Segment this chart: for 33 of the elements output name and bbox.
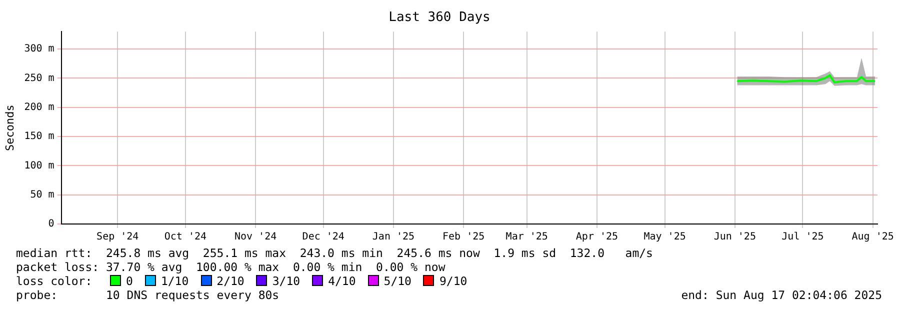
text: probe: 10 DNS requests every 80s xyxy=(16,288,280,302)
x-tick-label: Jan '25 xyxy=(372,232,415,243)
y-tick-label: 300 m xyxy=(24,44,54,55)
text: median rtt: 245.8 ms avg 255.1 ms max 243.0 ms min 245.6 ms now 1.9 ms sd 132.0 am/s xyxy=(16,246,654,260)
x-tick-label: Jun '25 xyxy=(714,232,756,243)
x-tick-label: Jul '25 xyxy=(782,232,824,243)
x-tick-label: Nov '24 xyxy=(234,232,277,243)
legend-label: 1/10 xyxy=(160,274,189,288)
y-axis-title: Seconds xyxy=(3,104,16,151)
x-tick-label: Feb '25 xyxy=(442,232,485,243)
y-tick-label: 100 m xyxy=(24,160,54,172)
x-tick-label: May '25 xyxy=(644,232,686,243)
x-tick-label: Sep '24 xyxy=(96,232,139,243)
legend-label: 4/10 xyxy=(328,274,356,288)
chart-title: Last 360 Days xyxy=(388,10,490,26)
x-tick-label: Mar '25 xyxy=(506,232,548,243)
y-tick-label: 150 m xyxy=(24,131,54,142)
x-tick-label: Oct '24 xyxy=(164,232,207,243)
y-tick-label: 200 m xyxy=(24,102,54,113)
y-tick-label: 50 m xyxy=(30,189,54,200)
legend-label: 5/10 xyxy=(384,274,412,288)
text: packet loss: 37.70 % avg 100.00 % max 0.00 % min 0.00 % now xyxy=(16,260,446,274)
x-tick-label: Aug '25 xyxy=(852,232,894,243)
y-tick-label: 0 xyxy=(48,218,54,230)
legend-label: 2/10 xyxy=(216,274,244,288)
text: end: Sun Aug 17 02:04:06 2025 xyxy=(681,288,882,302)
y-tick-label: 250 m xyxy=(24,72,54,84)
legend-label: 3/10 xyxy=(272,274,300,288)
x-tick-label: Apr '25 xyxy=(576,232,618,243)
legend-label: 9/10 xyxy=(439,274,468,288)
legend-label: 0 xyxy=(126,274,133,288)
x-tick-label: Dec '24 xyxy=(302,232,344,243)
legend-title: loss color: xyxy=(16,274,94,288)
